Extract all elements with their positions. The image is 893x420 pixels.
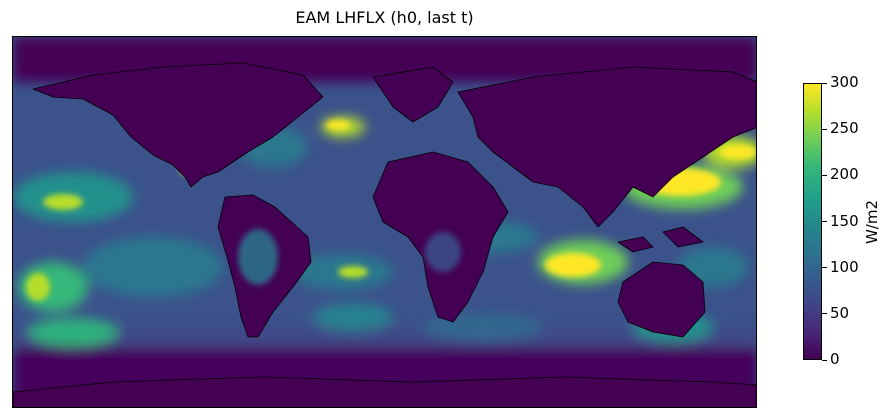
colorbar-tick-label: 150 (830, 211, 859, 230)
colorbar-tick-label: 50 (830, 303, 850, 322)
colorbar-tick (822, 128, 827, 130)
latent-heat-flux-map (13, 37, 756, 407)
colorbar-tick-label: 250 (830, 119, 859, 138)
colorbar-tick (822, 359, 827, 361)
map-title: EAM LHFLX (h0, last t) (295, 8, 474, 27)
colorbar-tick (822, 221, 827, 222)
colorbar-tick (822, 174, 827, 176)
map-plot (12, 36, 757, 408)
colorbar-label: W/m2 (863, 199, 881, 245)
colorbar (803, 83, 822, 360)
colorbar-tick (822, 267, 827, 269)
colorbar-tick-label: 200 (830, 165, 859, 184)
colorbar-tick-label: 0 (830, 350, 840, 368)
colorbar-tick (822, 313, 827, 315)
colorbar-tick (822, 82, 827, 84)
colorbar-tick-label: 100 (830, 257, 859, 276)
colorbar-tick-label: 300 (830, 73, 859, 91)
